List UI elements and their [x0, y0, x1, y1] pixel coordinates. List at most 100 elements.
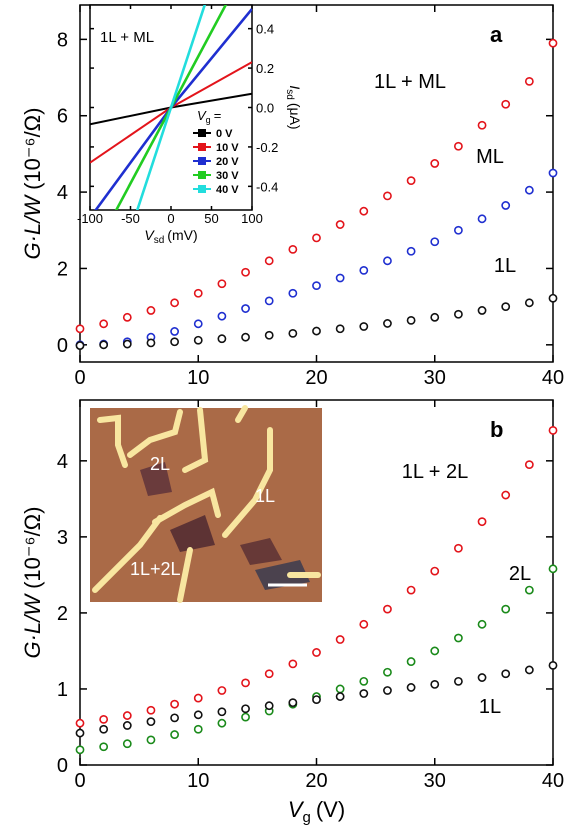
data-point: [241, 678, 250, 688]
inset-photo: [90, 405, 322, 603]
legend-swatch: [198, 143, 206, 151]
data-point: [383, 604, 392, 614]
label-part: V: [144, 227, 155, 243]
y-tick-label: -0.4: [256, 179, 278, 194]
y-axis-label: G·L/W (10⁻⁶/Ω): [20, 108, 45, 260]
legend-title: Vg =: [197, 108, 221, 125]
data-point: [264, 256, 274, 266]
data-point: [430, 312, 440, 322]
data-point: [241, 267, 250, 277]
label-part: V: [288, 797, 305, 822]
data-point: [241, 332, 250, 342]
data-point: [288, 288, 298, 298]
data-point: [264, 296, 274, 306]
data-point: [146, 735, 156, 745]
x-tick-label: 40: [542, 367, 564, 389]
data-point: [524, 298, 534, 308]
inset-annotation: 1L + ML: [100, 29, 154, 46]
data-point: [406, 246, 416, 256]
data-point: [146, 306, 156, 315]
data-point: [99, 742, 109, 752]
data-point: [122, 739, 132, 749]
data-point: [477, 120, 487, 130]
x-tick-label: 0: [74, 367, 85, 389]
image-label: 1L: [255, 486, 275, 506]
data-point: [524, 76, 534, 86]
data-point: [312, 281, 321, 291]
series-label: 1L + 2L: [402, 461, 469, 483]
data-point: [548, 564, 558, 574]
data-point: [406, 315, 416, 325]
data-point: [453, 676, 463, 686]
data-point: [453, 225, 463, 235]
panel-label: a: [490, 22, 503, 47]
inset-lines: [90, 5, 252, 210]
data-point: [359, 265, 369, 275]
data-point: [288, 659, 298, 669]
data-point: [75, 745, 85, 755]
y-tick-label: 4: [57, 182, 68, 204]
legend-label: 0 V: [216, 128, 233, 140]
data-point: [359, 619, 369, 629]
data-point: [217, 718, 227, 728]
data-point: [312, 695, 321, 705]
y-tick-label: 0: [57, 335, 68, 357]
data-point: [548, 168, 558, 178]
data-point: [75, 728, 85, 738]
data-point: [430, 566, 440, 576]
data-point: [75, 324, 85, 334]
data-point: [430, 159, 440, 168]
y-tick-label: 6: [57, 106, 68, 128]
data-point: [453, 633, 463, 643]
data-point: [501, 302, 511, 312]
label-part: =: [214, 108, 222, 123]
data-point: [359, 676, 369, 686]
data-point: [430, 646, 440, 656]
y-axis-label: G·L/W (10⁻⁶/Ω): [20, 507, 45, 659]
data-point: [406, 176, 416, 186]
y-tick-label: 0.4: [256, 22, 274, 37]
data-point: [501, 99, 511, 109]
y-tick-label: 0.2: [256, 61, 274, 76]
panel-label: b: [490, 417, 503, 442]
data-point: [406, 657, 416, 666]
x-axis-label: Vsd (mV): [144, 227, 197, 246]
label-part: V: [197, 108, 207, 123]
data-point: [170, 699, 179, 709]
label-part: (10⁻⁶/Ω): [20, 507, 45, 589]
data-point: [524, 585, 534, 595]
data-point: [548, 38, 558, 48]
x-tick-label: 30: [424, 367, 446, 389]
image-label: 1L+2L: [130, 559, 181, 579]
x-tick-label: -50: [121, 211, 140, 226]
data-point: [548, 293, 558, 303]
data-point: [383, 256, 392, 266]
label-part: (mV): [167, 227, 197, 243]
data-point: [146, 338, 156, 348]
x-tick-label: 30: [424, 770, 446, 792]
data-point: [501, 669, 511, 679]
x-tick-label: 100: [241, 211, 263, 226]
plot-frame: [89, 4, 253, 211]
y-tick-label: 0: [57, 755, 68, 777]
data-point: [75, 718, 85, 728]
data-point: [335, 684, 345, 694]
data-point: [383, 319, 392, 328]
data-point: [241, 704, 250, 714]
data-point: [383, 667, 392, 677]
data-point: [524, 185, 534, 195]
data-point: [359, 322, 369, 331]
data-point: [524, 665, 534, 675]
data-point: [453, 309, 463, 319]
data-point: [406, 585, 416, 595]
data-point: [217, 707, 227, 717]
data-point: [99, 340, 109, 350]
y-tick-label: 8: [57, 29, 68, 51]
x-tick-label: -100: [77, 211, 103, 226]
data-point: [170, 298, 179, 308]
data-point: [335, 324, 345, 334]
image-label: 2L: [150, 454, 170, 474]
data-point: [122, 312, 132, 322]
data-point: [524, 460, 534, 470]
legend-label: 30 V: [216, 170, 239, 182]
